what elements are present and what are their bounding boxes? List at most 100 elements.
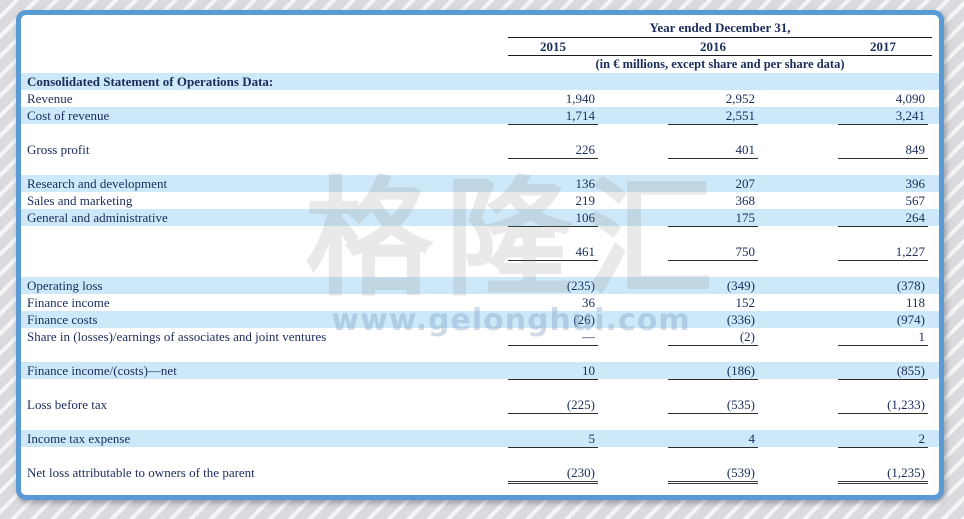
cell-value-2017: (378)	[896, 278, 925, 293]
table-row: Consolidated Statement of Operations Dat…	[21, 73, 939, 90]
column-gap	[598, 277, 668, 294]
cell-value-2016: 750	[668, 243, 758, 261]
cell-value-2017: (1,233)	[838, 396, 928, 414]
table-row: Finance income 36 152 118	[21, 294, 939, 311]
column-gap	[598, 328, 668, 346]
row-label: Finance income/(costs)—net	[27, 363, 177, 378]
row-label	[21, 243, 508, 261]
column-gap	[758, 277, 838, 294]
cell-value-2015: —	[508, 328, 598, 346]
row-label: Revenue	[27, 91, 73, 106]
cell-value-2017: 1	[838, 328, 928, 346]
cell-value-2015: 136	[575, 176, 596, 191]
table-row: Sales and marketing 219 368 567	[21, 192, 939, 209]
column-gap	[758, 396, 838, 414]
table-body: Consolidated Statement of Operations Dat…	[21, 73, 939, 484]
table-row: Cost of revenue 1,714 2,551 3,241	[21, 107, 939, 125]
cell-value-2015	[508, 73, 598, 90]
table-row: Net loss attributable to owners of the p…	[21, 464, 939, 484]
spacer-row	[21, 413, 939, 430]
column-gap	[598, 396, 668, 414]
cell-value-2016: (336)	[726, 312, 755, 327]
table-row: Loss before tax (225) (535) (1,233)	[21, 396, 939, 414]
column-gap	[598, 38, 668, 55]
cell-value-2015: (225)	[508, 396, 598, 414]
column-gap	[758, 362, 838, 380]
cell-value-2015: 36	[582, 295, 595, 310]
row-label: Loss before tax	[27, 397, 108, 412]
table-row: Operating loss (235) (349) (378)	[21, 277, 939, 294]
table-row: Finance costs (26) (336) (974)	[21, 311, 939, 328]
table-row: Research and development 136 207 396	[21, 175, 939, 192]
column-gap	[758, 328, 838, 346]
column-gap	[598, 294, 668, 311]
year-column-2017: 2017	[870, 39, 896, 54]
spacer-row	[21, 447, 939, 464]
table-row: Gross profit 226 401 849	[21, 141, 939, 159]
cell-value-2017: 396	[905, 176, 926, 191]
cell-value-2017: 264	[838, 209, 928, 227]
cell-value-2015: 219	[575, 193, 596, 208]
column-gap	[758, 73, 838, 90]
cell-value-2017: (974)	[896, 312, 925, 327]
cell-value-2015: 1,940	[565, 91, 595, 106]
cell-value-2017: 2	[838, 430, 928, 448]
column-gap	[758, 192, 838, 209]
cell-value-2015: 461	[508, 243, 598, 261]
cell-value-2015: 106	[508, 209, 598, 227]
column-gap	[598, 209, 668, 227]
column-gap	[758, 209, 838, 227]
table-row: Share in (losses)/earnings of associates…	[21, 328, 939, 346]
cell-value-2016: (535)	[668, 396, 758, 414]
column-gap	[598, 107, 668, 125]
cell-value-2016: 4	[668, 430, 758, 448]
column-gap	[598, 464, 668, 484]
column-gap	[598, 430, 668, 448]
row-label: Consolidated Statement of Operations Dat…	[27, 74, 274, 89]
spacer-row	[21, 226, 939, 243]
cell-value-2016: (539)	[668, 464, 758, 484]
cell-value-2017: 118	[905, 295, 925, 310]
cell-value-2016: 368	[735, 193, 756, 208]
column-gap	[758, 141, 838, 159]
column-gap	[598, 192, 668, 209]
cell-value-2016: 175	[668, 209, 758, 227]
column-gap	[758, 311, 838, 328]
cell-value-2015: (235)	[566, 278, 595, 293]
table-row: Income tax expense 5 4 2	[21, 430, 939, 448]
cell-value-2016: 207	[735, 176, 756, 191]
cell-value-2015: 1,714	[508, 107, 598, 125]
cell-value-2016: 2,952	[725, 91, 755, 106]
spacer-row	[21, 345, 939, 362]
column-gap	[758, 107, 838, 125]
table-row: Revenue 1,940 2,952 4,090	[21, 90, 939, 107]
column-gap	[598, 243, 668, 261]
cell-value-2016: (2)	[668, 328, 758, 346]
cell-value-2017: 1,227	[838, 243, 928, 261]
cell-value-2016: 2,551	[668, 107, 758, 125]
units-note: (in € millions, except share and per sha…	[595, 57, 845, 71]
column-gap	[598, 311, 668, 328]
spacer-row	[21, 379, 939, 396]
spacer-row	[21, 260, 939, 277]
row-label: Income tax expense	[27, 431, 131, 446]
financial-statement-panel: Year ended December 31, 2015 2016 2017 (…	[16, 10, 944, 500]
row-label: Research and development	[27, 176, 168, 191]
row-label: Share in (losses)/earnings of associates…	[27, 329, 327, 344]
column-gap	[758, 294, 838, 311]
row-label: Cost of revenue	[27, 108, 110, 123]
table-row: Finance income/(costs)—net 10 (186) (855)	[21, 362, 939, 380]
cell-value-2016	[668, 73, 758, 90]
column-gap	[598, 141, 668, 159]
cell-value-2016: (186)	[668, 362, 758, 380]
column-gap	[598, 90, 668, 107]
row-label: Gross profit	[27, 142, 90, 157]
row-label: Net loss attributable to owners of the p…	[27, 465, 255, 480]
column-gap	[758, 38, 838, 55]
cell-value-2017	[838, 73, 928, 90]
column-gap	[598, 73, 668, 90]
cell-value-2015: 5	[508, 430, 598, 448]
period-title: Year ended December 31,	[508, 18, 932, 38]
table-row: General and administrative 106 175 264	[21, 209, 939, 227]
table-row: 461 750 1,227	[21, 243, 939, 261]
